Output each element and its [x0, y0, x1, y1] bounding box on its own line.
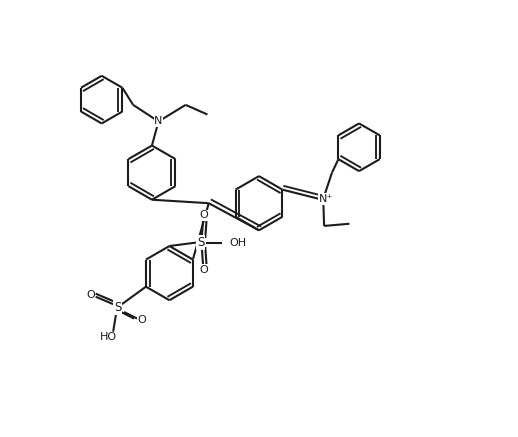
Text: O: O: [199, 211, 208, 220]
Text: O: O: [137, 315, 146, 325]
Text: N⁺: N⁺: [319, 194, 333, 204]
Text: OH: OH: [229, 238, 247, 247]
Text: O: O: [86, 290, 95, 299]
Text: O: O: [199, 265, 208, 274]
Text: S: S: [114, 301, 121, 314]
Text: S: S: [197, 236, 205, 249]
Text: N: N: [154, 117, 163, 126]
Text: HO: HO: [100, 333, 118, 342]
